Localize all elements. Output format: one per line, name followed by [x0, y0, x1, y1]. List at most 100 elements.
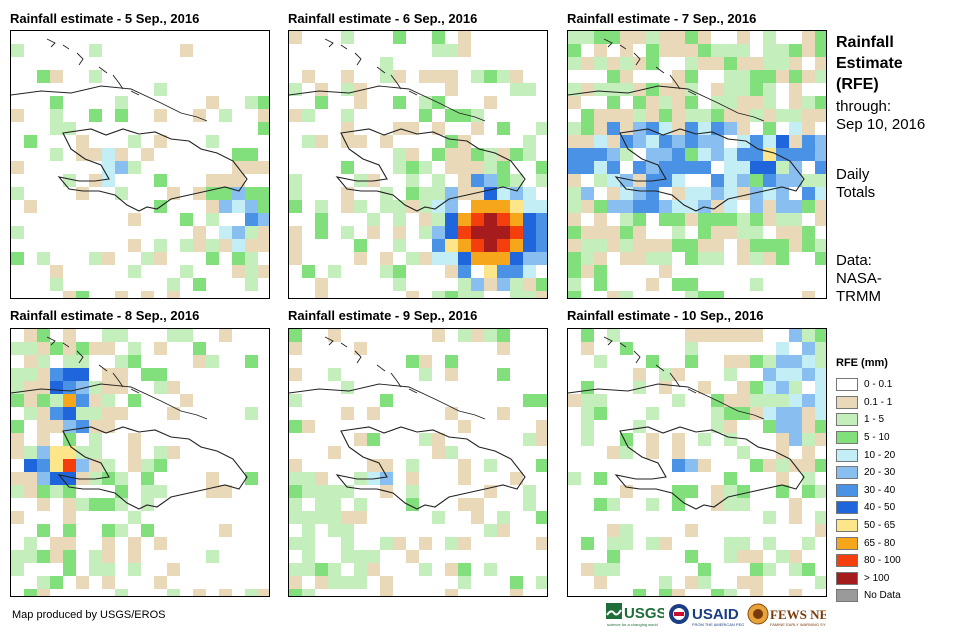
rainfall-cell [737, 329, 750, 342]
rainfall-cell [128, 394, 141, 407]
legend-swatch [836, 448, 858, 462]
rainfall-cell [341, 381, 354, 394]
rainfall-cell [568, 252, 581, 265]
map-title-line-3: (RFE) [836, 76, 879, 93]
rainfall-cell [536, 122, 547, 135]
rainfall-cell [497, 161, 510, 174]
rainfall-cell [315, 213, 328, 226]
rainfall-cell [607, 329, 620, 342]
rainfall-cell [789, 498, 802, 511]
rainfall-cell [206, 550, 219, 563]
rainfall-cell [76, 407, 89, 420]
rainfall-cell [776, 161, 789, 174]
rainfall-cell [620, 537, 633, 550]
rainfall-cell [750, 576, 763, 589]
rainfall-cell [154, 135, 167, 148]
rainfall-cell [659, 576, 672, 589]
rainfall-cell [89, 433, 102, 446]
rainfall-cell [89, 446, 102, 459]
rainfall-cell [289, 472, 302, 485]
rainfall-cell [776, 459, 789, 472]
rainfall-cell [633, 83, 646, 96]
rainfall-cell [523, 498, 536, 511]
data-source-line-3: TRMM [836, 288, 881, 305]
rainfall-cell [406, 174, 419, 187]
rainfall-cell [789, 174, 802, 187]
rainfall-cell [594, 498, 607, 511]
rainfall-cell [568, 226, 581, 239]
rainfall-cell [141, 485, 154, 498]
rainfall-cell [724, 70, 737, 83]
rainfall-cell [789, 563, 802, 576]
rainfall-cell [37, 446, 50, 459]
rainfall-cell [737, 109, 750, 122]
rainfall-cell [24, 200, 37, 213]
rainfall-cell [581, 122, 594, 135]
rainfall-cell [724, 420, 737, 433]
rainfall-cell [607, 226, 620, 239]
rainfall-cell [315, 472, 328, 485]
rainfall-cell [789, 148, 802, 161]
rainfall-cell [63, 550, 76, 563]
rainfall-cell [594, 174, 607, 187]
rainfall-cell [776, 550, 789, 563]
rainfall-cell [289, 31, 302, 44]
rainfall-cell [698, 109, 711, 122]
rainfall-cell [594, 161, 607, 174]
rainfall-cell [154, 381, 167, 394]
rainfall-cell [302, 511, 315, 524]
rainfall-cell [193, 239, 206, 252]
rainfall-cell [763, 148, 776, 161]
rainfall-cell [568, 44, 581, 57]
rainfall-cell [393, 213, 406, 226]
rainfall-cell [419, 213, 432, 226]
legend-label: 80 - 100 [864, 555, 901, 567]
rainfall-cell [594, 394, 607, 407]
rainfall-cell [789, 226, 802, 239]
rainfall-cell [724, 44, 737, 57]
rainfall-cell [289, 537, 302, 550]
rainfall-cell [594, 265, 607, 278]
rainfall-cell [789, 381, 802, 394]
rainfall-cell [724, 550, 737, 563]
rainfall-cell [219, 226, 232, 239]
rainfall-cell [37, 355, 50, 368]
rainfall-cell [50, 394, 63, 407]
rainfall-cell [646, 44, 659, 57]
rainfall-cell [763, 252, 776, 265]
panel-title-sep10: Rainfall estimate - 10 Sep., 2016 [567, 308, 764, 323]
rainfall-cell [685, 31, 698, 44]
rainfall-cell [594, 135, 607, 148]
rainfall-cell [633, 381, 646, 394]
rainfall-cell [445, 265, 458, 278]
rainfall-cell [523, 226, 536, 239]
rainfall-cell [789, 511, 802, 524]
map-title: Rainfall Estimate (RFE) [836, 32, 903, 95]
rainfall-cell [523, 265, 536, 278]
rainfall-cell [193, 109, 206, 122]
rainfall-cell [685, 252, 698, 265]
rainfall-cell [289, 576, 302, 589]
rainfall-cell [659, 96, 672, 109]
rainfall-cell [37, 420, 50, 433]
rainfall-cell [63, 407, 76, 420]
rainfall-cell [776, 381, 789, 394]
rainfall-cell [315, 278, 328, 291]
rainfall-cell [367, 550, 380, 563]
rainfall-cell [206, 135, 219, 148]
rainfall-cell [750, 550, 763, 563]
rainfall-cell [536, 420, 547, 433]
rainfall-cell [458, 148, 471, 161]
rainfall-cell [646, 278, 659, 291]
legend-swatch [836, 413, 858, 427]
totals-label: Daily Totals [836, 166, 875, 202]
hispaniola-coastline [614, 128, 805, 212]
rainfall-cell [802, 368, 815, 381]
legend-swatch [836, 589, 858, 603]
rainfall-cell [724, 57, 737, 70]
rainfall-cell [354, 342, 367, 355]
rainfall-cell [815, 31, 826, 44]
rainfall-cell [672, 459, 685, 472]
rainfall-cell [445, 226, 458, 239]
rainfall-cell [245, 148, 258, 161]
